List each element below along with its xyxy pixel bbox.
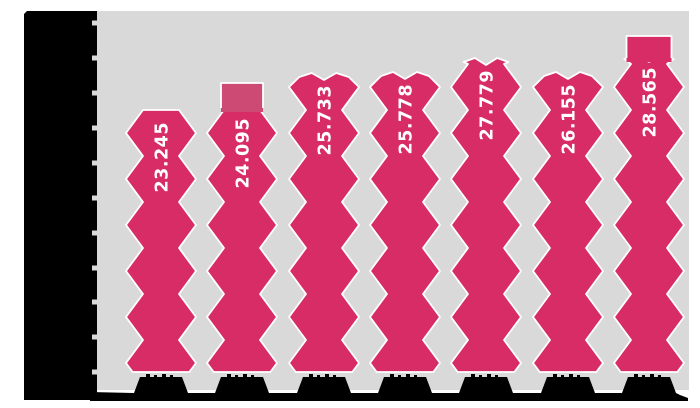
- redaction-bottom-blob: [90, 377, 688, 401]
- redaction-left-block: [24, 11, 97, 400]
- obscured-x-label-fragment: [414, 375, 417, 379]
- obscured-x-label-fragment: [146, 374, 150, 379]
- y-axis-tick: [92, 299, 98, 305]
- bar-zigzag-ribbon: [532, 71, 604, 373]
- y-axis-tick: [92, 90, 98, 96]
- obscured-x-label-fragment: [235, 375, 238, 379]
- y-axis-tick: [92, 125, 98, 131]
- obscured-x-label-fragment: [162, 374, 166, 379]
- obscured-x-label-fragment: [227, 374, 231, 379]
- obscured-x-label-fragment: [634, 374, 638, 379]
- obscured-x-label-fragment: [650, 374, 654, 379]
- y-axis-tick: [92, 160, 98, 166]
- obscured-x-label-fragment: [333, 375, 336, 379]
- obscured-x-label-fragment: [406, 374, 410, 379]
- obscured-x-label-fragment: [390, 374, 394, 379]
- bar: 25.778: [369, 71, 441, 373]
- y-axis-tick: [92, 20, 98, 26]
- redaction-bottom-strip: [90, 374, 688, 401]
- bar-value-label: 26.155: [560, 84, 580, 155]
- obscured-x-label-fragment: [398, 375, 401, 379]
- obscured-x-label-fragment: [251, 375, 254, 379]
- obscured-x-label-fragment: [317, 375, 320, 379]
- obscured-x-label-fragment: [325, 374, 329, 379]
- obscured-x-label-fragment: [561, 375, 564, 379]
- obscured-x-label-fragment: [553, 374, 557, 379]
- obscured-x-label-fragment: [170, 375, 173, 379]
- bar-value-label: 28.565: [641, 67, 661, 138]
- bar: 28.565: [613, 35, 685, 373]
- obscured-x-label-fragment: [154, 375, 157, 379]
- bar-zigzag-ribbon: [369, 71, 441, 373]
- bar-zigzag-ribbon: [288, 72, 360, 373]
- obscured-x-label-fragment: [569, 374, 573, 379]
- bar: 23.245: [125, 109, 197, 373]
- y-axis-ticks: [92, 20, 98, 375]
- y-axis-tick: [92, 369, 98, 375]
- bar: 25.733: [288, 72, 360, 373]
- obscured-x-label-fragment: [642, 375, 645, 379]
- bar-zigzag-ribbon: [125, 109, 197, 373]
- bar: 26.155: [532, 71, 604, 373]
- y-axis-tick: [92, 195, 98, 201]
- obscured-x-label-fragment: [577, 375, 580, 379]
- y-axis-tick: [92, 334, 98, 340]
- bar: 27.779: [450, 57, 522, 373]
- bar-value-label: 23.245: [153, 122, 173, 193]
- y-axis-tick: [92, 230, 98, 236]
- obscured-x-label-fragment: [487, 374, 491, 379]
- y-axis-tick: [92, 265, 98, 271]
- bar-partial-segment: [626, 36, 672, 62]
- bar-partial-segment-outline: [625, 35, 673, 58]
- obscured-x-label-fragment: [658, 375, 661, 379]
- obscured-x-label-fragment: [471, 374, 475, 379]
- obscured-x-label-fragment: [479, 375, 482, 379]
- obscured-x-label-fragment: [309, 374, 313, 379]
- bar: 24.095: [206, 82, 278, 373]
- bar-value-label: 25.733: [316, 85, 336, 156]
- bar-zigzag-ribbon: [206, 105, 278, 373]
- obscured-x-label-fragment: [243, 374, 247, 379]
- bar-value-label: 25.778: [397, 84, 417, 155]
- bar-value-label: 24.095: [234, 118, 254, 189]
- bar-value-label: 27.779: [478, 70, 498, 141]
- obscured-x-label-fragment: [495, 375, 498, 379]
- bar-partial-segment-outline: [220, 82, 264, 108]
- bar-zigzag-ribbon: [450, 57, 522, 373]
- bar-zigzag-ribbon: [613, 54, 685, 373]
- bar-partial-segment: [221, 83, 263, 112]
- bars-group: 23.245 24.095 25.733 25.778 27.779 26.155 28.5…: [125, 35, 685, 373]
- y-axis-tick: [92, 55, 98, 61]
